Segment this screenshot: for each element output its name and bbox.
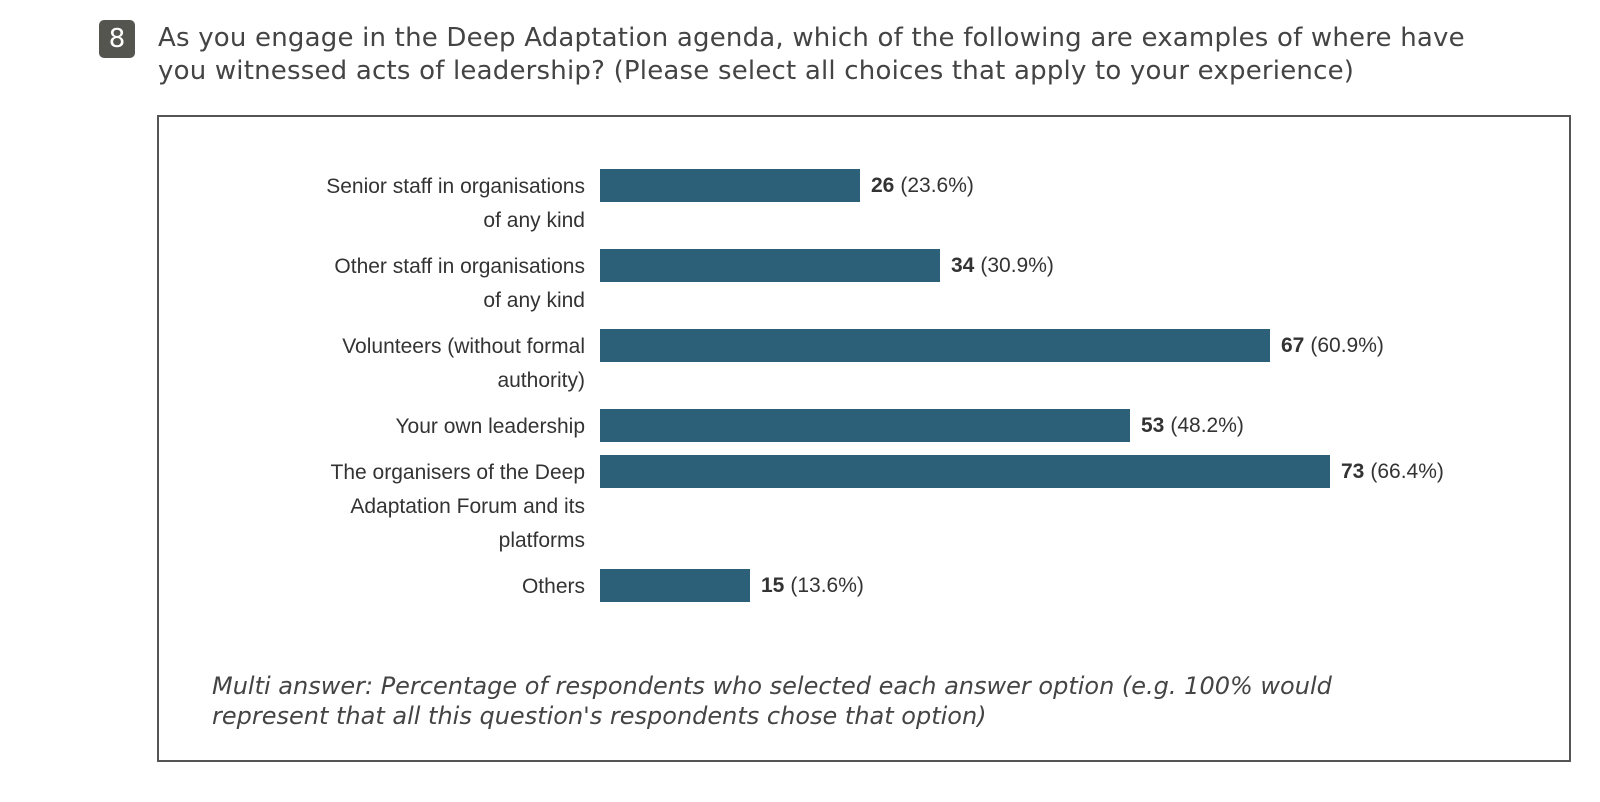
bar-percent: (30.9%) (980, 254, 1054, 277)
bar (600, 329, 1270, 362)
chart-footnote: Multi answer: Percentage of respondents … (212, 671, 1542, 731)
bar (600, 455, 1330, 488)
chart-footnote-line-1: Multi answer: Percentage of respondents … (212, 672, 1332, 700)
bar (600, 409, 1130, 442)
chart-footnote-line-2: represent that all this question's respo… (212, 702, 987, 730)
category-label-line: Senior staff in organisations (326, 175, 585, 198)
category-label: Volunteers (without formal authority) (285, 330, 585, 398)
category-label: The organisers of the Deep Adaptation For… (285, 456, 585, 558)
category-label-line: Others (521, 575, 585, 598)
bar-count: 34 (951, 254, 975, 277)
bar-value-label: 73 (66.4%) (1341, 455, 1444, 488)
category-label-line: of any kind (483, 209, 585, 232)
question-text-line-1: As you engage in the Deep Adaptation age… (158, 23, 1465, 53)
category-label-line: Volunteers (without formal (342, 335, 585, 358)
bar (600, 249, 940, 282)
bar-percent: (66.4%) (1370, 460, 1444, 483)
bar (600, 169, 860, 202)
bar-count: 53 (1141, 414, 1165, 437)
bar-count: 67 (1281, 334, 1305, 357)
bar-percent: (13.6%) (790, 574, 864, 597)
category-label-line: Your own leadership (395, 415, 585, 438)
category-label: Your own leadership (285, 410, 585, 444)
category-label: Senior staff in organisations of any kind (285, 170, 585, 238)
category-label-line: Adaptation Forum and its (350, 495, 585, 518)
bar-value-label: 15 (13.6%) (761, 569, 864, 602)
bar-percent: (23.6%) (900, 174, 974, 197)
bar-value-label: 26 (23.6%) (871, 169, 974, 202)
bar-percent: (48.2%) (1170, 414, 1244, 437)
bar-value-label: 53 (48.2%) (1141, 409, 1244, 442)
bar-value-label: 34 (30.9%) (951, 249, 1054, 282)
bar (600, 569, 750, 602)
bar-count: 15 (761, 574, 785, 597)
category-label-line: Other staff in organisations (334, 255, 585, 278)
category-label-line: of any kind (483, 289, 585, 312)
bar-count: 26 (871, 174, 895, 197)
bar-value-label: 67 (60.9%) (1281, 329, 1384, 362)
bar-count: 73 (1341, 460, 1365, 483)
question-text-line-2: you witnessed acts of leadership? (Pleas… (158, 56, 1355, 86)
question-text: As you engage in the Deep Adaptation age… (158, 22, 1558, 88)
category-label: Others (285, 570, 585, 604)
bar-percent: (60.9%) (1310, 334, 1384, 357)
question-number-badge: 8 (99, 20, 135, 58)
category-label: Other staff in organisations of any kind (285, 250, 585, 318)
category-label-line: authority) (497, 369, 585, 392)
category-label-line: platforms (498, 529, 585, 552)
chart-panel (157, 115, 1571, 762)
category-label-line: The organisers of the Deep (330, 461, 585, 484)
